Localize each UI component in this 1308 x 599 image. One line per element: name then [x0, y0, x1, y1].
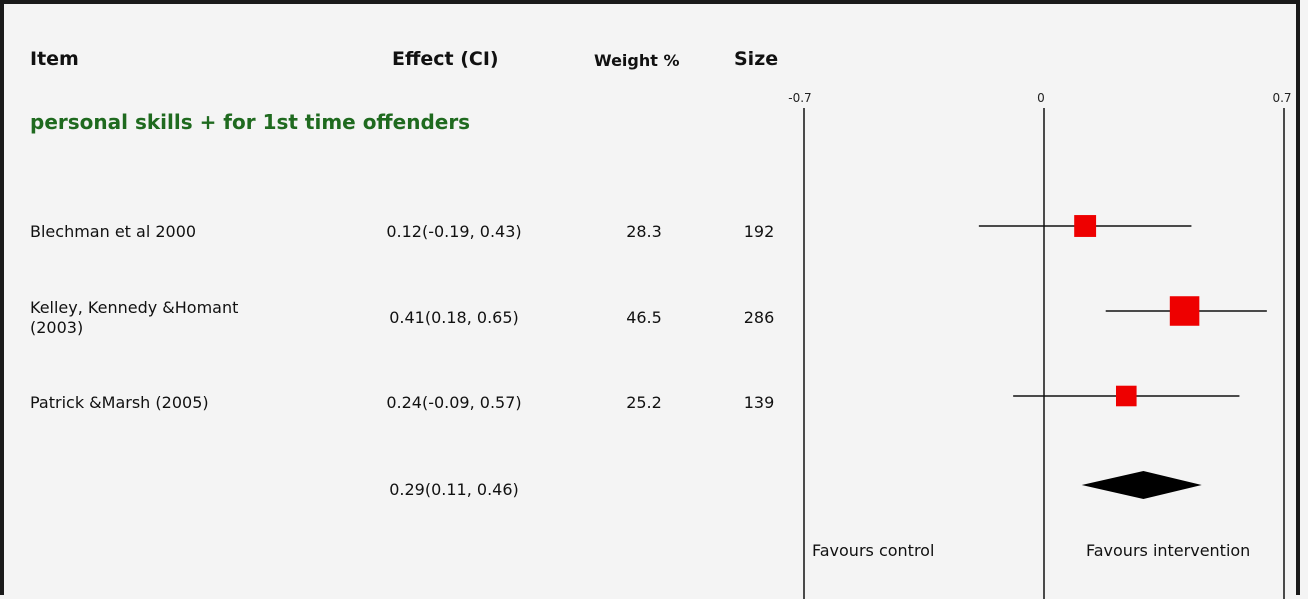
axis-tick-label: -0.7: [788, 91, 811, 105]
study-size: 139: [743, 393, 775, 412]
study-effect: 0.12(-0.19, 0.43): [386, 222, 522, 241]
study-size: 192: [743, 222, 775, 241]
header-size: Size: [734, 48, 779, 70]
pooled-effect: 0.29(0.11, 0.46): [389, 480, 519, 499]
group-label: personal skills + for 1st time offenders: [30, 110, 471, 134]
effect-marker: [1115, 385, 1137, 407]
study-weight: 28.3: [626, 222, 662, 241]
header-effect: Effect (CI): [392, 48, 499, 70]
study-name: Kelley, Kennedy &Homant: [30, 298, 239, 317]
forest-plot-area: -0.7 0 0.7 Favours control Favours inter…: [788, 91, 1292, 599]
effect-marker: [1074, 215, 1097, 237]
study-name: Blechman et al 2000: [30, 222, 197, 241]
study-effect: 0.41(0.18, 0.65): [389, 308, 519, 327]
pooled-diamond: [1081, 471, 1202, 499]
study-weight: 46.5: [626, 308, 662, 327]
favours-control-label: Favours control: [812, 541, 934, 560]
axis-tick-label: 0.7: [1272, 91, 1291, 105]
effect-marker: [1169, 296, 1200, 326]
study-name: Patrick &Marsh (2005): [30, 393, 209, 412]
study-name-line2: (2003): [30, 318, 84, 337]
study-size: 286: [743, 308, 775, 327]
header-weight: Weight %: [594, 51, 680, 70]
favours-intervention-label: Favours intervention: [1086, 541, 1250, 560]
study-effect: 0.24(-0.09, 0.57): [386, 393, 522, 412]
header-item: Item: [30, 48, 79, 70]
forest-marks: [978, 215, 1267, 499]
axis-tick-label: 0: [1037, 91, 1045, 105]
study-weight: 25.2: [626, 393, 662, 412]
